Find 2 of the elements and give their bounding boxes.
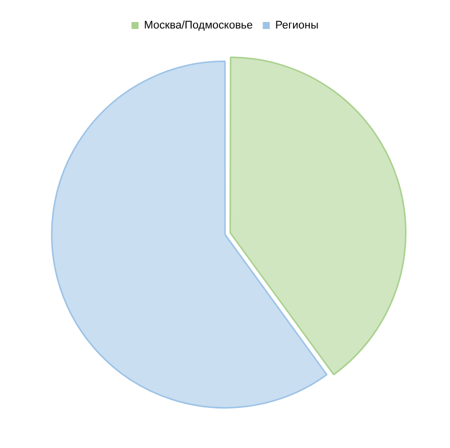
legend-label: Москва/Подмосковье: [144, 20, 253, 32]
legend-label: Регионы: [275, 20, 319, 32]
